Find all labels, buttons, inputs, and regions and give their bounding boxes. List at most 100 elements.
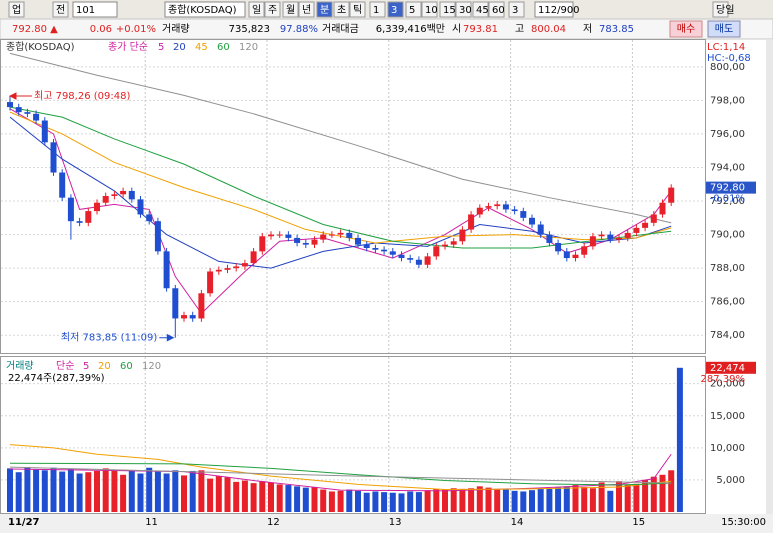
toolbar-item[interactable]: 112/900 <box>538 5 580 16</box>
volume-bar <box>128 470 135 512</box>
volume-bar <box>207 478 214 512</box>
input-box[interactable] <box>72 1 118 18</box>
candle-body <box>459 229 466 242</box>
toolbar-button[interactable] <box>508 1 525 18</box>
input-box[interactable] <box>164 1 246 18</box>
toolbar-button[interactable] <box>421 1 438 18</box>
toolbar-item[interactable]: 5 <box>409 5 415 16</box>
candle-body <box>563 251 570 259</box>
candle-body <box>363 244 370 248</box>
toolbar-item[interactable]: 45 <box>476 5 489 16</box>
volume-bar <box>363 492 370 512</box>
toolbar-button[interactable] <box>316 1 333 18</box>
candle-body <box>337 232 344 235</box>
volume-bar <box>355 490 361 512</box>
sell-label[interactable]: 매도 <box>715 23 733 35</box>
volume-bar <box>476 486 483 512</box>
volume-bar <box>659 474 666 512</box>
toolbar-button[interactable] <box>472 1 489 18</box>
toolbar-item[interactable]: 월 <box>286 4 295 16</box>
volume-bar <box>424 490 431 512</box>
candle-body <box>259 236 266 252</box>
volume-bar <box>224 477 231 512</box>
volume-bar <box>137 473 144 512</box>
input-box[interactable] <box>534 1 574 18</box>
candle-body <box>302 242 309 245</box>
price-legend-period: 60 <box>217 42 230 53</box>
quote-item: 793.81 <box>463 24 498 35</box>
scrollbar[interactable] <box>766 40 773 514</box>
toolbar-item[interactable]: 일 <box>252 4 261 16</box>
volume-bar <box>572 485 579 512</box>
volume-bar <box>67 469 74 512</box>
quote-item: 792.80 ▲ <box>12 24 58 35</box>
toolbar-button[interactable] <box>455 1 472 18</box>
candle-body <box>468 214 475 230</box>
candle-body <box>276 234 283 236</box>
toolbar-button[interactable] <box>439 1 456 18</box>
candle-body <box>181 315 187 319</box>
toolbar-item[interactable]: 3 <box>391 5 397 16</box>
candle-body <box>572 254 579 259</box>
ma-line <box>9 462 672 486</box>
volume-bar <box>189 470 196 512</box>
volume-bar <box>642 479 649 512</box>
candle-body <box>163 251 170 289</box>
candle-body <box>120 190 127 195</box>
candle-body <box>111 194 118 196</box>
buy-label[interactable]: 매수 <box>677 23 695 35</box>
quote-item: 거래대금 <box>322 23 359 35</box>
toolbar-button[interactable] <box>712 1 729 18</box>
volume-bar <box>546 488 553 512</box>
toolbar-item[interactable]: 분 <box>320 4 329 16</box>
candle-body <box>294 237 301 243</box>
toolbar-item[interactable]: 101 <box>76 5 95 16</box>
toolbar-button[interactable] <box>369 1 386 18</box>
volume-bar <box>15 472 22 512</box>
volume-bar <box>102 468 109 512</box>
toolbar-button[interactable] <box>387 1 404 18</box>
volume-bar <box>415 492 422 512</box>
toolbar-item[interactable]: 15 <box>443 5 456 16</box>
sell-button[interactable] <box>707 20 741 38</box>
toolbar-item[interactable]: 전 <box>56 4 65 16</box>
toolbar-item[interactable]: 1 <box>373 5 379 16</box>
candle-body <box>389 251 396 255</box>
toolbar-item[interactable]: 30 <box>459 5 472 16</box>
toolbar-item[interactable]: 년 <box>302 4 311 16</box>
toolbar-item[interactable]: 업 <box>12 3 21 16</box>
toolbar-button[interactable] <box>349 1 366 18</box>
toolbar-item[interactable]: 60 <box>492 5 505 16</box>
toolbar-button[interactable] <box>8 1 25 18</box>
price-legend-period: 120 <box>239 42 258 53</box>
hc-label: HC:-0,68 <box>707 53 751 64</box>
toolbar-item[interactable]: 당일 <box>716 4 734 16</box>
volume-bar <box>372 491 379 512</box>
toolbar-item[interactable]: 주 <box>268 5 277 16</box>
toolbar-button[interactable] <box>488 1 505 18</box>
volume-legend-period: 60 <box>120 361 133 372</box>
candle-body <box>546 234 553 243</box>
candle-body <box>485 206 492 208</box>
toolbar-item[interactable]: 초 <box>337 4 346 16</box>
volume-bar <box>468 488 475 512</box>
volume-bar <box>389 492 396 512</box>
toolbar-button[interactable] <box>248 1 265 18</box>
buy-button[interactable] <box>669 20 703 38</box>
toolbar-button[interactable] <box>298 1 315 18</box>
toolbar-button[interactable] <box>333 1 350 18</box>
candle-body <box>433 246 440 257</box>
toolbar-button[interactable] <box>282 1 299 18</box>
volume-bar <box>346 489 353 512</box>
volume-bar <box>328 491 335 512</box>
toolbar-button[interactable] <box>52 1 69 18</box>
toolbar-item[interactable]: 10 <box>425 5 438 16</box>
toolbar-item[interactable]: 3 <box>512 5 518 16</box>
volume-bar <box>398 493 405 512</box>
volume-bar <box>581 486 588 512</box>
toolbar-item[interactable]: 종합(KOSDAQ) <box>168 4 237 16</box>
toolbar-item[interactable]: 틱 <box>353 4 362 16</box>
candle-body <box>250 251 257 264</box>
toolbar-button[interactable] <box>405 1 422 18</box>
toolbar-button[interactable] <box>264 1 281 18</box>
